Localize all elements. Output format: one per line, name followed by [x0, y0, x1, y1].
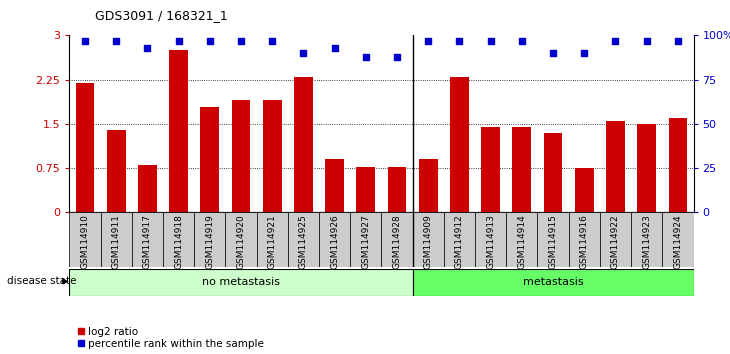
- Bar: [412, 212, 444, 267]
- Bar: [326, 159, 344, 212]
- Bar: [231, 100, 250, 212]
- Bar: [575, 168, 593, 212]
- Bar: [388, 167, 407, 212]
- Point: [360, 54, 372, 59]
- Text: GSM114926: GSM114926: [330, 214, 339, 269]
- Point: [548, 50, 559, 56]
- Text: no metastasis: no metastasis: [202, 277, 280, 287]
- Point: [485, 38, 496, 44]
- Point: [298, 50, 310, 56]
- Bar: [288, 212, 319, 267]
- Bar: [662, 212, 694, 267]
- Text: GSM114918: GSM114918: [174, 214, 183, 269]
- Point: [235, 38, 247, 44]
- Bar: [350, 212, 381, 267]
- Bar: [163, 212, 194, 267]
- Text: GSM114913: GSM114913: [486, 214, 495, 269]
- Bar: [600, 212, 631, 267]
- Bar: [101, 212, 132, 267]
- Text: GSM114915: GSM114915: [548, 214, 558, 269]
- Bar: [356, 167, 375, 212]
- Bar: [507, 212, 537, 267]
- Bar: [419, 159, 437, 212]
- Point: [391, 54, 403, 59]
- Bar: [76, 82, 94, 212]
- Text: GSM114910: GSM114910: [80, 214, 90, 269]
- Bar: [512, 127, 531, 212]
- Bar: [226, 212, 257, 267]
- Bar: [169, 50, 188, 212]
- Bar: [194, 212, 226, 267]
- Point: [610, 38, 621, 44]
- Text: GSM114916: GSM114916: [580, 214, 589, 269]
- Point: [423, 38, 434, 44]
- Text: GSM114917: GSM114917: [143, 214, 152, 269]
- Bar: [69, 212, 101, 267]
- Text: GSM114914: GSM114914: [518, 214, 526, 269]
- Point: [453, 38, 465, 44]
- Text: GSM114927: GSM114927: [361, 214, 370, 269]
- Bar: [450, 77, 469, 212]
- Bar: [606, 121, 625, 212]
- Bar: [412, 269, 694, 296]
- Bar: [201, 107, 219, 212]
- Point: [578, 50, 590, 56]
- Text: GSM114912: GSM114912: [455, 214, 464, 269]
- Point: [266, 38, 278, 44]
- Text: GSM114919: GSM114919: [205, 214, 215, 269]
- Bar: [131, 212, 163, 267]
- Text: GSM114925: GSM114925: [299, 214, 308, 269]
- Bar: [263, 100, 282, 212]
- Bar: [475, 212, 507, 267]
- Text: GSM114928: GSM114928: [393, 214, 402, 269]
- Bar: [107, 130, 126, 212]
- Point: [173, 38, 185, 44]
- Point: [204, 38, 215, 44]
- Bar: [294, 77, 312, 212]
- Bar: [319, 212, 350, 267]
- Bar: [444, 212, 475, 267]
- Point: [672, 38, 684, 44]
- Text: disease state: disease state: [7, 276, 77, 286]
- Bar: [381, 212, 412, 267]
- Bar: [257, 212, 288, 267]
- Bar: [481, 127, 500, 212]
- Legend: log2 ratio, percentile rank within the sample: log2 ratio, percentile rank within the s…: [78, 327, 264, 349]
- Point: [516, 38, 528, 44]
- Text: GSM114911: GSM114911: [112, 214, 120, 269]
- Bar: [544, 133, 562, 212]
- Point: [142, 45, 153, 51]
- Point: [328, 45, 340, 51]
- Bar: [69, 269, 412, 296]
- Bar: [569, 212, 600, 267]
- Text: GSM114909: GSM114909: [423, 214, 433, 269]
- Point: [641, 38, 653, 44]
- Text: GSM114923: GSM114923: [642, 214, 651, 269]
- Text: GSM114920: GSM114920: [237, 214, 245, 269]
- Bar: [138, 165, 157, 212]
- Bar: [631, 212, 662, 267]
- Bar: [537, 212, 569, 267]
- Bar: [637, 124, 656, 212]
- Text: metastasis: metastasis: [523, 277, 583, 287]
- Text: GSM114922: GSM114922: [611, 214, 620, 269]
- Bar: [669, 118, 687, 212]
- Point: [79, 38, 91, 44]
- Point: [110, 38, 122, 44]
- Text: GSM114924: GSM114924: [673, 214, 683, 269]
- Text: GSM114921: GSM114921: [268, 214, 277, 269]
- Text: GDS3091 / 168321_1: GDS3091 / 168321_1: [95, 9, 228, 22]
